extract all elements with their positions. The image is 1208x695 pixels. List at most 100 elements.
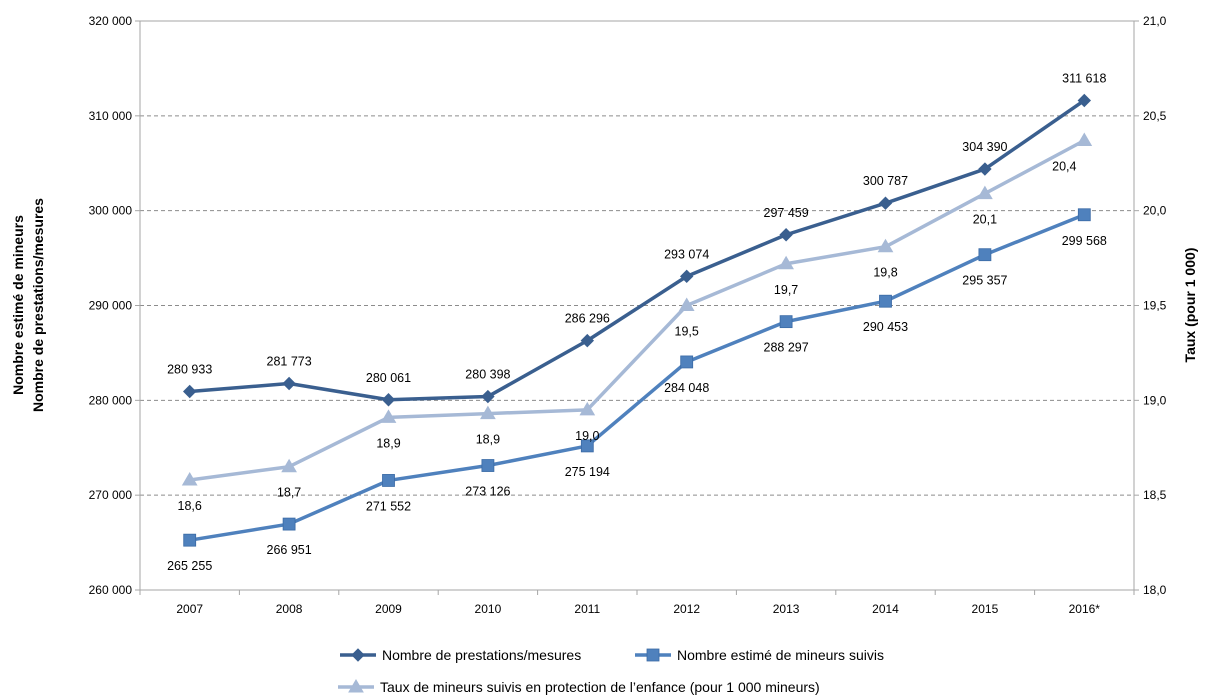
series-point: [1076, 132, 1093, 146]
left-axis-title-line-1: Nombre estimé de mineurs: [10, 215, 26, 395]
series-point: [779, 228, 793, 242]
series-line: [189, 213, 1085, 542]
series-layer: [181, 93, 1093, 547]
x-axis-ticks: 2007 2008 2009 2010 2011 2012 2013 2014 2015 2016…: [139, 590, 1135, 616]
x-tick-label: 2015: [972, 602, 999, 616]
legend-marker: [351, 648, 365, 662]
series-3: [181, 132, 1093, 486]
data-label: 304 390: [962, 140, 1007, 154]
x-tick-label: 2008: [276, 602, 303, 616]
left-axis-ticks: 260 000 270 000 280 000 290 000 300 000 310 0…: [89, 14, 140, 597]
data-label: 281 773: [267, 355, 312, 369]
data-label: 19,0: [575, 429, 599, 443]
series-point: [182, 384, 197, 399]
data-label: 293 074: [664, 247, 709, 261]
series-point: [679, 269, 694, 284]
series-1: [182, 93, 1092, 407]
series-point: [183, 533, 197, 547]
data-label: 290 453: [863, 320, 908, 334]
left-tick-label: 310 000: [89, 109, 133, 123]
legend-item: Nombre de prestations/mesures: [340, 647, 581, 663]
data-label: 20,1: [973, 213, 997, 227]
data-label: 288 297: [764, 341, 809, 355]
series-point: [878, 196, 893, 210]
gridlines: [140, 115, 1134, 496]
right-tick-label: 19,5: [1143, 299, 1167, 313]
legend-label: Nombre de prestations/mesures: [382, 647, 581, 663]
legend-label: Nombre estimé de mineurs suivis: [677, 647, 884, 663]
data-label: 280 933: [167, 362, 212, 376]
series-point: [877, 238, 894, 253]
series-point: [978, 248, 992, 262]
series-point: [380, 409, 397, 423]
data-label: 20,4: [1052, 159, 1076, 173]
legend: Nombre de prestations/mesures Nombre esti…: [338, 647, 884, 695]
series-point: [381, 393, 396, 407]
series-2: [183, 208, 1091, 547]
data-label: 265 255: [167, 559, 212, 573]
series-point: [977, 185, 993, 200]
x-tick-label: 2007: [176, 602, 203, 616]
series-point: [778, 255, 794, 270]
series-point: [779, 315, 793, 329]
left-tick-label: 260 000: [89, 583, 133, 597]
data-label: 18,9: [376, 436, 400, 450]
series-point: [282, 517, 296, 531]
series-point: [480, 405, 496, 420]
series-point: [282, 376, 296, 391]
left-axis-title-line-2: Nombre de prestations/mesures: [30, 198, 46, 412]
data-label: 19,7: [774, 283, 798, 297]
legend-marker: [348, 679, 364, 693]
series-point: [181, 472, 198, 486]
data-label: 271 552: [366, 499, 411, 513]
x-tick-label: 2009: [375, 602, 402, 616]
series-point: [281, 458, 297, 473]
data-label: 18,7: [277, 486, 301, 500]
x-tick-label: 2016*: [1069, 602, 1101, 616]
right-tick-label: 18,5: [1143, 488, 1167, 502]
right-tick-label: 18,0: [1143, 583, 1167, 597]
series-point: [678, 297, 695, 311]
left-tick-label: 300 000: [89, 204, 133, 218]
x-tick-label: 2010: [475, 602, 502, 616]
series-point: [481, 389, 495, 404]
legend-item: Nombre estimé de mineurs suivis: [635, 647, 884, 663]
data-label: 286 296: [565, 312, 610, 326]
data-label: 284 048: [664, 381, 709, 395]
series-point: [481, 459, 495, 472]
right-tick-label: 20,0: [1143, 204, 1167, 218]
x-tick-label: 2014: [872, 602, 899, 616]
x-tick-label: 2012: [673, 602, 700, 616]
x-tick-label: 2011: [574, 602, 600, 616]
data-label: 18,6: [178, 499, 202, 513]
left-tick-label: 290 000: [89, 299, 133, 313]
data-label: 280 061: [366, 371, 411, 385]
left-tick-label: 270 000: [89, 488, 133, 502]
series-point: [580, 439, 594, 453]
data-label: 18,9: [476, 433, 500, 447]
series-point: [1077, 208, 1091, 222]
right-axis-ticks: 18,0 18,5 19,0 19,5 20,0 20,5 21,0: [1134, 14, 1167, 597]
data-label: 295 357: [962, 274, 1007, 288]
data-label: 275 194: [565, 465, 610, 479]
series-point: [879, 294, 892, 308]
data-label: 311 618: [1062, 71, 1106, 85]
right-tick-label: 19,0: [1143, 393, 1167, 407]
right-tick-label: 20,5: [1143, 109, 1167, 123]
x-tick-label: 2013: [773, 602, 800, 616]
data-label: 19,8: [873, 266, 897, 280]
series-point: [382, 474, 395, 487]
series-line: [189, 138, 1086, 482]
series-point: [680, 355, 694, 369]
series-point: [579, 401, 596, 416]
right-tick-label: 21,0: [1143, 14, 1167, 28]
legend-item: Taux de mineurs suivis en protection de …: [338, 679, 820, 695]
left-tick-label: 320 000: [89, 14, 133, 28]
data-label: 297 459: [764, 206, 809, 220]
data-label: 19,5: [675, 325, 699, 339]
data-label: 299 568: [1062, 234, 1107, 248]
series-point: [580, 333, 595, 348]
legend-label: Taux de mineurs suivis en protection de …: [380, 679, 820, 695]
series-line: [189, 99, 1086, 402]
